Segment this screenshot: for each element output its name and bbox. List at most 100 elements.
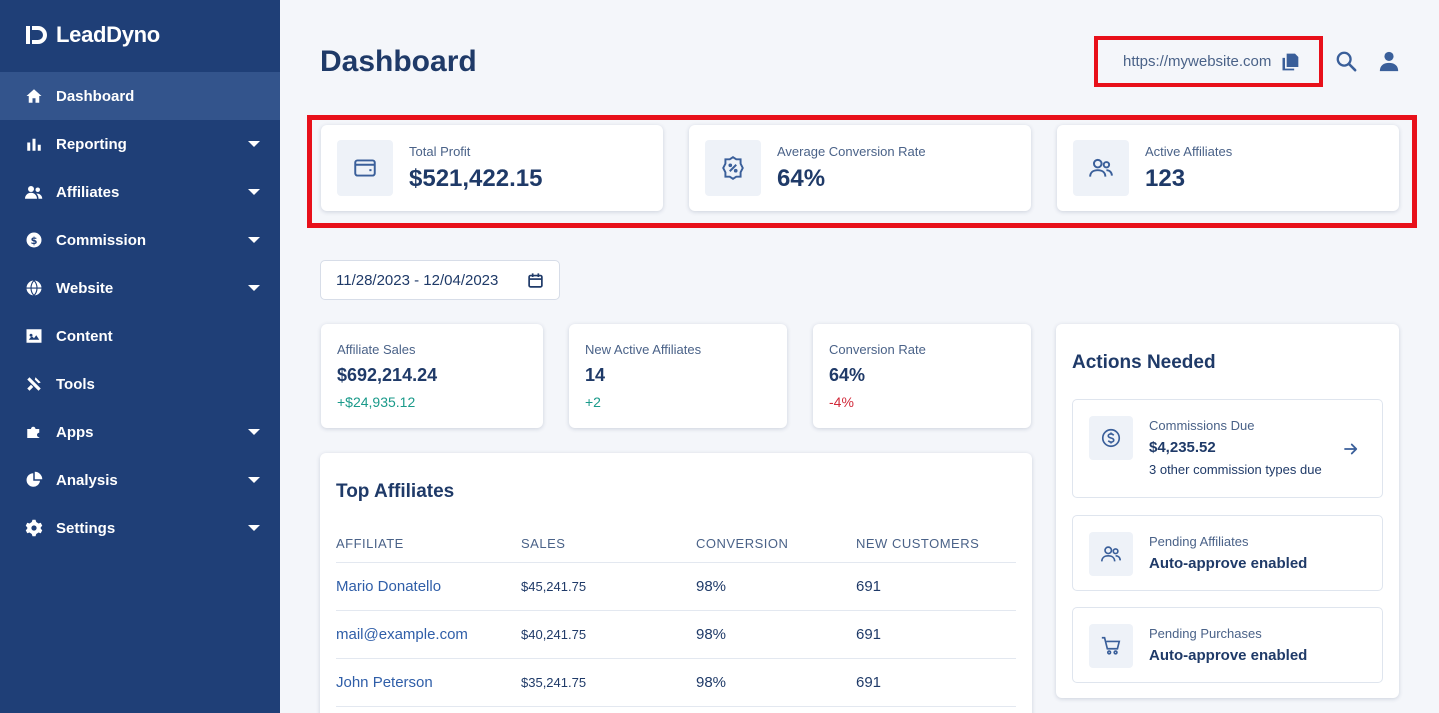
stat-label: Conversion Rate: [829, 342, 926, 357]
sidebar-item-label: Settings: [56, 519, 116, 537]
stat-change: +$24,935.12: [337, 394, 416, 410]
kpi-card-active-affiliates: Active Affiliates 123: [1057, 125, 1399, 211]
kpi-label: Total Profit: [409, 143, 471, 159]
image-icon: [24, 326, 44, 346]
action-subtext: 3 other commission types due: [1149, 462, 1322, 477]
sidebar-item-label: Content: [56, 327, 113, 345]
sidebar-item-tools[interactable]: Tools: [0, 360, 280, 408]
date-range-value: 11/28/2023 - 12/04/2023: [336, 271, 499, 289]
sidebar-item-label: Analysis: [56, 471, 118, 489]
table-row: John Peterson $35,241.75 98% 691: [336, 659, 1016, 707]
percent-badge-icon: [705, 140, 761, 196]
column-header[interactable]: CONVERSION: [696, 536, 789, 551]
date-range-picker[interactable]: 11/28/2023 - 12/04/2023: [320, 260, 560, 300]
action-pending-purchases[interactable]: Pending Purchases Auto-approve enabled: [1072, 607, 1383, 683]
sidebar-item-affiliates[interactable]: Affiliates: [0, 168, 280, 216]
affiliate-link[interactable]: Mario Donatello: [336, 578, 442, 595]
stat-value: 14: [585, 365, 606, 385]
column-header[interactable]: AFFILIATE: [336, 536, 404, 551]
users-icon: [1089, 532, 1133, 576]
chevron-down-icon: [248, 285, 260, 291]
chevron-down-icon: [248, 477, 260, 483]
chevron-down-icon: [248, 237, 260, 243]
wallet-icon: [337, 140, 393, 196]
sidebar-item-label: Apps: [56, 423, 94, 441]
page-title: Dashboard: [320, 45, 477, 78]
sidebar-item-label: Website: [56, 279, 114, 297]
users-icon: [1073, 140, 1129, 196]
stat-change: +2: [585, 394, 601, 410]
table-cell: $40,241.75: [521, 627, 587, 642]
logo-text: LeadDyno: [56, 22, 160, 47]
action-label: Commissions Due: [1149, 418, 1255, 433]
table-cell: 691: [856, 674, 882, 691]
table-cell: $35,241.75: [521, 675, 587, 690]
search-icon[interactable]: [1335, 50, 1359, 74]
calendar-icon[interactable]: [527, 272, 544, 289]
sidebar-item-reporting[interactable]: Reporting: [0, 120, 280, 168]
action-value: Auto-approve enabled: [1149, 647, 1308, 664]
arrow-right-icon[interactable]: [1342, 440, 1360, 458]
sidebar-item-label: Reporting: [56, 135, 127, 153]
kpi-label: Active Affiliates: [1145, 143, 1233, 159]
section-title: Top Affiliates: [336, 481, 455, 502]
sidebar-item-settings[interactable]: Settings: [0, 504, 280, 552]
table-cell: 691: [856, 626, 882, 643]
sidebar-item-content[interactable]: Content: [0, 312, 280, 360]
copy-icon[interactable]: [1280, 52, 1300, 72]
stat-card-affiliate-sales: Affiliate Sales $692,214.24 +$24,935.12: [321, 324, 543, 428]
puzzle-icon: [24, 422, 44, 442]
table-cell: 691: [856, 578, 882, 595]
bar-chart-icon: [24, 134, 44, 154]
kpi-highlight-frame: [307, 115, 1417, 228]
user-icon[interactable]: [1378, 50, 1402, 74]
logo[interactable]: LeadDyno: [24, 22, 160, 48]
sidebar-item-label: Affiliates: [56, 183, 120, 201]
actions-needed-card: Actions Needed Commissions Due $4,235.52…: [1056, 324, 1399, 698]
website-url[interactable]: https://mywebsite.com: [1123, 53, 1272, 70]
chevron-down-icon: [248, 429, 260, 435]
action-label: Pending Purchases: [1149, 626, 1262, 641]
chevron-down-icon: [248, 525, 260, 531]
sidebar-item-label: Tools: [56, 375, 95, 393]
action-commissions-due[interactable]: Commissions Due $4,235.52 3 other commis…: [1072, 399, 1383, 498]
top-affiliates-card: Top Affiliates AFFILIATE SALES CONVERSIO…: [320, 453, 1032, 713]
sidebar-item-commission[interactable]: $ Commission: [0, 216, 280, 264]
section-title: Actions Needed: [1072, 352, 1216, 373]
sidebar-item-apps[interactable]: Apps: [0, 408, 280, 456]
column-header[interactable]: SALES: [521, 536, 566, 551]
sidebar-nav: Dashboard Reporting Affiliates $ Commiss…: [0, 72, 280, 552]
chevron-down-icon: [248, 141, 260, 147]
table-header: AFFILIATE SALES CONVERSION NEW CUSTOMERS: [336, 525, 1016, 563]
kpi-value: 64%: [777, 164, 826, 192]
affiliate-link[interactable]: John Peterson: [336, 674, 433, 691]
table-cell: 98%: [696, 674, 727, 691]
affiliate-link[interactable]: mail@example.com: [336, 626, 468, 643]
svg-text:$: $: [31, 236, 38, 247]
sidebar: LeadDyno Dashboard Reporting Affiliates …: [0, 0, 280, 713]
table-cell: 98%: [696, 626, 727, 643]
table-cell: $45,241.75: [521, 579, 587, 594]
tools-icon: [24, 374, 44, 394]
top-affiliates-table: AFFILIATE SALES CONVERSION NEW CUSTOMERS…: [336, 525, 1016, 707]
chevron-down-icon: [248, 189, 260, 195]
sidebar-item-analysis[interactable]: Analysis: [0, 456, 280, 504]
kpi-card-total-profit: Total Profit $521,422.15: [321, 125, 663, 211]
table-cell: 98%: [696, 578, 727, 595]
stat-value: 64%: [829, 365, 866, 385]
stat-card-conversion-rate: Conversion Rate 64% -4%: [813, 324, 1031, 428]
sidebar-item-website[interactable]: Website: [0, 264, 280, 312]
globe-icon: [24, 278, 44, 298]
table-row: Mario Donatello $45,241.75 98% 691: [336, 563, 1016, 611]
stat-label: Affiliate Sales: [337, 342, 416, 357]
stat-value: $692,214.24: [337, 365, 438, 385]
action-pending-affiliates[interactable]: Pending Affiliates Auto-approve enabled: [1072, 515, 1383, 591]
stat-change: -4%: [829, 394, 854, 410]
table-row: mail@example.com $40,241.75 98% 691: [336, 611, 1016, 659]
sidebar-item-dashboard[interactable]: Dashboard: [0, 72, 280, 120]
column-header[interactable]: NEW CUSTOMERS: [856, 536, 980, 551]
website-url-box[interactable]: https://mywebsite.com: [1094, 36, 1323, 87]
sidebar-item-label: Commission: [56, 231, 147, 249]
home-icon: [24, 86, 44, 106]
cart-icon: [1089, 624, 1133, 668]
